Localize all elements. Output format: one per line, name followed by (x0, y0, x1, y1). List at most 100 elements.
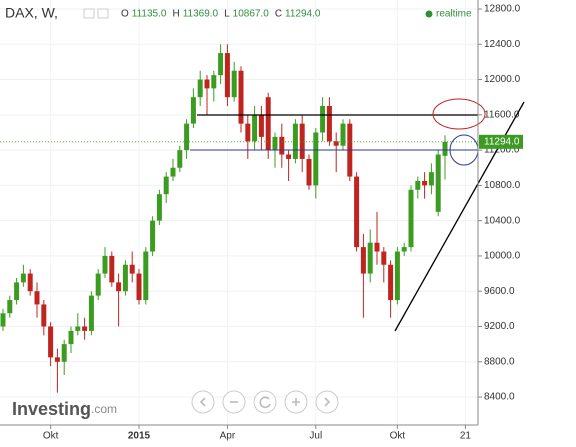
zoom-icons (199, 396, 331, 409)
candle-body (422, 180, 428, 186)
candle-body (401, 247, 407, 252)
x-tick-label: 21 (460, 431, 472, 442)
candle-body (68, 330, 74, 345)
y-tick-label: 8400.0 (484, 392, 515, 403)
candle-body (163, 176, 169, 195)
y-tick-label: 8800.0 (484, 356, 515, 367)
candle-body (204, 79, 210, 89)
icon[interactable] (97, 8, 109, 19)
candle-body (415, 180, 421, 190)
y-tick-label: 10400.0 (484, 215, 521, 226)
candle-body (0, 313, 6, 327)
realtime-label: realtime (436, 9, 472, 20)
y-tick-label: 9200.0 (484, 321, 515, 332)
header-value: 10867.0 (233, 9, 270, 20)
candle-body (292, 123, 298, 159)
y-tick-label: 9600.0 (484, 286, 515, 297)
candle-body (197, 79, 203, 98)
scroll-right[interactable] (315, 390, 339, 414)
candle-body (7, 300, 13, 314)
candle-body (299, 123, 305, 159)
candle-body (102, 255, 108, 274)
candle-body (170, 167, 176, 177)
y-tick-label: 11600.0 (484, 109, 520, 120)
candle-body (177, 150, 183, 168)
candle-body (340, 123, 346, 146)
candle-body (394, 251, 400, 301)
candle-body (442, 141, 448, 156)
candle-body (150, 220, 156, 252)
candle-body (388, 264, 394, 301)
candle-body (224, 53, 230, 98)
candle-body (14, 282, 20, 301)
candle-body (367, 242, 373, 274)
logo-text: Investing (12, 399, 91, 419)
realtime-dot (425, 10, 433, 18)
candle-body (245, 123, 251, 142)
candle-body (211, 75, 217, 89)
candle-body (320, 106, 326, 133)
candle-body (354, 176, 360, 248)
candle-body (313, 132, 319, 186)
candle-body (258, 114, 264, 137)
candle-body (48, 326, 54, 358)
header-key: H (172, 9, 179, 20)
y-tick-label: 12800.0 (484, 4, 521, 15)
candle-body (95, 273, 101, 296)
candle-body (88, 295, 94, 331)
scroll-left[interactable] (191, 390, 215, 414)
x-tick-label: Jul (309, 431, 322, 442)
candle-body (122, 264, 128, 292)
candle-body (381, 251, 387, 265)
last-price-label: 11294.0 (484, 136, 520, 147)
candle-body (252, 114, 258, 142)
candle-body (265, 97, 271, 151)
candle-body (279, 136, 285, 155)
y-tick-label: 11200.0 (484, 145, 520, 156)
candle-body (20, 273, 26, 283)
candle-body (109, 255, 115, 283)
y-tick-label: 12000.0 (484, 74, 521, 85)
candle-body (218, 53, 224, 76)
y-tick-label: 10000.0 (484, 251, 521, 262)
candle-body (435, 154, 441, 212)
candle-body (143, 251, 149, 301)
header-value: 11369.0 (183, 9, 219, 20)
candle-body (54, 357, 60, 362)
chart-title: DAX, W, (5, 5, 58, 21)
candle-body (286, 154, 292, 159)
icon (324, 397, 331, 407)
zoom-controls (191, 390, 339, 414)
candle-body (428, 172, 434, 186)
candle-body (238, 70, 244, 124)
candle-body (184, 123, 190, 151)
x-tick-label: Okt (390, 431, 406, 442)
x-tick-label: 2015 (128, 431, 151, 442)
candle-body (326, 106, 332, 142)
candle-body (75, 326, 81, 331)
candle-body (306, 158, 312, 186)
candle-body (129, 264, 135, 274)
grid: 12800.0 12400.0 12000.0 11600.0 11200.0 10800… (0, 0, 521, 442)
last-price-box (479, 134, 523, 149)
candle-body (27, 273, 33, 292)
candle-body (374, 242, 380, 252)
header-value: 11294.0 (285, 9, 321, 20)
candle-body (34, 291, 40, 305)
header-key: L (224, 9, 230, 20)
candle-body (61, 344, 67, 362)
candle-body (231, 70, 237, 98)
header-key: C (275, 9, 282, 20)
reset[interactable] (253, 390, 277, 414)
drawn-ellipse (432, 98, 486, 130)
candle-body (136, 273, 142, 301)
candle-body (272, 136, 278, 151)
candle-body (116, 282, 122, 292)
candle-body (190, 97, 196, 124)
icon[interactable] (83, 8, 95, 19)
candle-body (156, 194, 162, 221)
icon (199, 397, 206, 407)
ohlc-header: O 11135.0 H 11369.0 L 10867.0 C 11294.0 (121, 9, 321, 20)
